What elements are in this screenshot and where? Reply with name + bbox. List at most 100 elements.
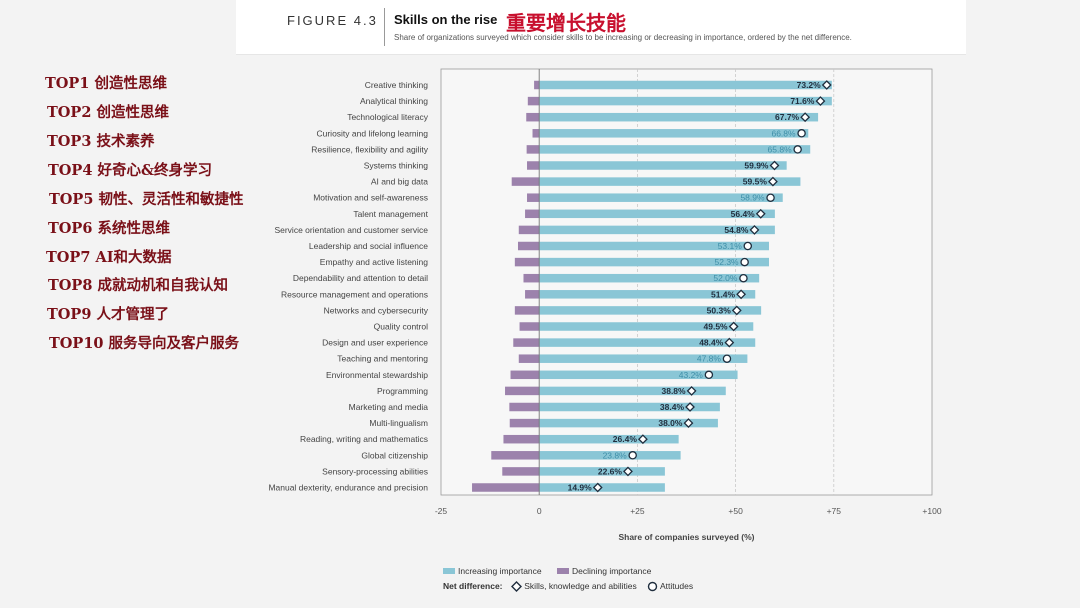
legend-increasing: Increasing importance (443, 566, 542, 576)
legend-increasing-swatch (443, 568, 455, 574)
net-value-label: 50.3% (707, 305, 732, 315)
increasing-bar (539, 81, 832, 90)
declining-bar (509, 403, 539, 412)
declining-bar (515, 306, 539, 315)
category-label: Resilience, flexibility and agility (311, 144, 428, 154)
net-value-label: 51.4% (711, 289, 736, 299)
diamond-marker-icon (511, 581, 522, 592)
net-value-label: 52.3% (715, 257, 740, 267)
net-marker-circle (740, 275, 747, 282)
declining-bar (519, 354, 539, 363)
declining-bar (472, 483, 539, 492)
category-label: Reading, writing and mathematics (300, 434, 428, 444)
legend-attitudes-label: Attitudes (660, 581, 693, 591)
category-label: Programming (377, 386, 428, 396)
net-marker-circle (629, 452, 636, 459)
net-marker-circle (744, 242, 751, 249)
category-label: Technological literacy (347, 112, 429, 122)
net-value-label: 43.2% (679, 370, 704, 380)
net-value-label: 59.9% (744, 161, 769, 171)
net-value-label: 66.8% (771, 128, 796, 138)
declining-bar (520, 322, 540, 331)
increasing-bar (539, 97, 832, 106)
declining-bar (523, 274, 539, 283)
net-value-label: 58.9% (740, 193, 765, 203)
legend-net-label: Net difference: (443, 581, 503, 591)
net-value-label: 26.4% (613, 434, 638, 444)
net-value-label: 73.2% (797, 80, 822, 90)
declining-bar (519, 226, 539, 235)
category-label: Design and user experience (322, 338, 428, 348)
category-label: Global citizenship (361, 450, 428, 460)
net-marker-circle (767, 194, 774, 201)
net-value-label: 56.4% (731, 209, 756, 219)
category-label: Empathy and active listening (320, 257, 428, 267)
category-label: Marketing and media (349, 402, 429, 412)
declining-bar (534, 81, 539, 90)
increasing-bar (539, 129, 808, 138)
net-value-label: 65.8% (768, 144, 793, 154)
category-label: Service orientation and customer service (274, 225, 428, 235)
category-label: Multi-lingualism (369, 418, 428, 428)
x-tick-label: -25 (435, 506, 448, 516)
declining-bar (512, 177, 539, 186)
net-value-label: 49.5% (704, 322, 729, 332)
declining-bar (518, 242, 539, 251)
net-value-label: 38.4% (660, 402, 685, 412)
declining-bar (502, 467, 539, 476)
category-label: Dependability and attention to detail (293, 273, 428, 283)
category-label: Talent management (353, 209, 428, 219)
net-value-label: 67.7% (775, 112, 800, 122)
net-marker-circle (794, 146, 801, 153)
increasing-bar (539, 435, 678, 444)
x-tick-label: +25 (630, 506, 645, 516)
legend-declining-swatch (557, 568, 569, 574)
category-label: Analytical thinking (360, 96, 428, 106)
legend-increasing-label: Increasing importance (458, 566, 542, 576)
increasing-bar (539, 387, 726, 396)
category-label: Sensory-processing abilities (322, 466, 428, 476)
category-label: Teaching and mentoring (337, 354, 428, 364)
category-label: Systems thinking (364, 161, 429, 171)
x-tick-label: +50 (728, 506, 743, 516)
net-value-label: 53.1% (718, 241, 743, 251)
net-value-label: 59.5% (743, 177, 768, 187)
category-label: AI and big data (371, 177, 428, 187)
category-label: Resource management and operations (281, 289, 428, 299)
net-marker-circle (798, 130, 805, 137)
category-label: Networks and cybersecurity (324, 305, 429, 315)
declining-bar (515, 258, 539, 267)
net-value-label: 23.8% (603, 450, 628, 460)
net-value-label: 14.9% (568, 483, 593, 493)
net-marker-circle (705, 371, 712, 378)
legend-declining: Declining importance (557, 566, 651, 576)
category-label: Motivation and self-awareness (313, 193, 428, 203)
circle-marker-icon (647, 581, 658, 592)
declining-bar (513, 338, 539, 347)
net-value-label: 54.8% (724, 225, 749, 235)
declining-bar (526, 113, 539, 122)
declining-bar (503, 435, 539, 444)
category-label: Quality control (374, 322, 428, 332)
declining-bar (527, 145, 540, 154)
net-marker-circle (723, 355, 730, 362)
legend-skills-label: Skills, knowledge and abilities (524, 581, 636, 591)
x-tick-label: 0 (537, 506, 542, 516)
x-tick-label: +75 (827, 506, 842, 516)
category-label: Manual dexterity, endurance and precisio… (268, 483, 428, 493)
declining-bar (527, 161, 539, 170)
category-label: Leadership and social influence (309, 241, 428, 251)
declining-bar (511, 371, 540, 380)
declining-bar (510, 419, 539, 428)
net-value-label: 52.0% (713, 273, 738, 283)
declining-bar (525, 290, 539, 299)
legend-net-difference: Net difference: Skills, knowledge and ab… (443, 581, 693, 592)
category-label: Creative thinking (365, 80, 429, 90)
skills-bar-chart: -25 0 +25 +50 +75 +100Share of companies surv… (0, 0, 1080, 608)
net-value-label: 22.6% (598, 466, 623, 476)
category-label: Curiosity and lifelong learning (316, 128, 428, 138)
declining-bar (533, 129, 540, 138)
category-label: Environmental stewardship (326, 370, 428, 380)
declining-bar (528, 97, 539, 106)
legend-declining-label: Declining importance (572, 566, 651, 576)
